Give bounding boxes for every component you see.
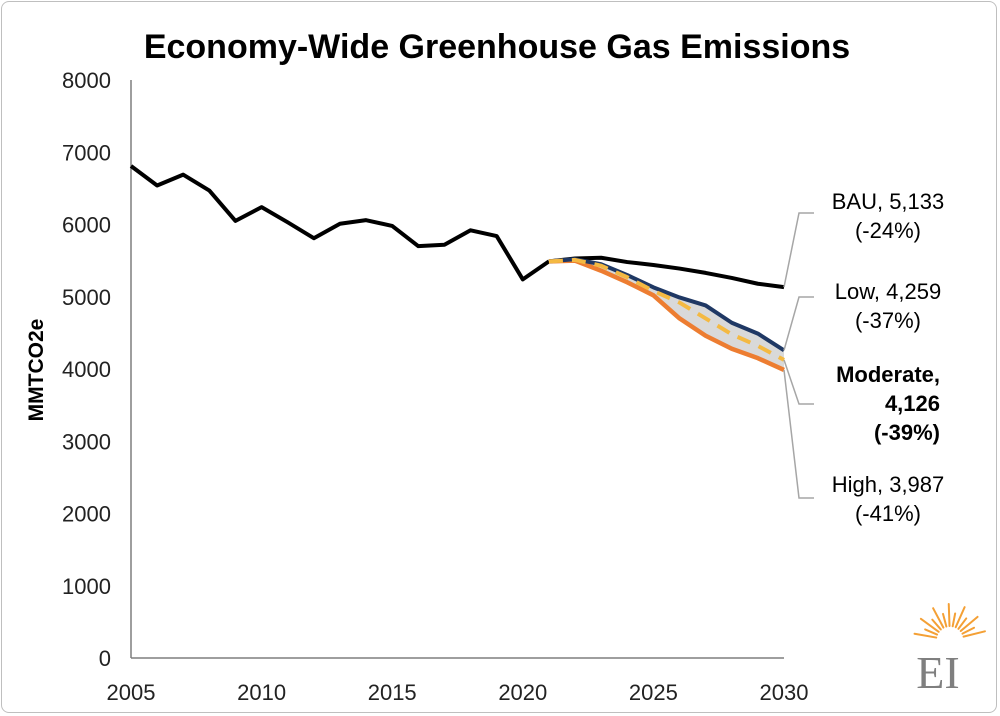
logo-ray <box>913 632 938 639</box>
moderate-annotation-line2: 4,126 <box>885 391 940 416</box>
high-leader-line <box>783 369 814 499</box>
moderate-leader-line <box>783 359 814 405</box>
logo-ray <box>959 615 979 633</box>
y-tick-labels: 0 1000 2000 3000 4000 5000 6000 7000 8000 <box>62 68 111 671</box>
logo-ray <box>931 618 942 631</box>
logo-ray <box>932 607 945 629</box>
moderate-annotation-line3: (-39%) <box>874 420 940 445</box>
y-tick-label: 1000 <box>62 574 111 599</box>
high-scenario-line <box>548 258 785 372</box>
x-tick-label: 2025 <box>629 680 678 705</box>
low-leader-line <box>783 296 814 351</box>
low-annotation-line2: (-37%) <box>855 308 921 333</box>
bau-scenario-line <box>548 255 785 290</box>
low-scenario-line <box>548 257 786 352</box>
logo-ray <box>947 603 951 628</box>
x-tick-labels: 2005 2010 2015 2020 2025 2030 <box>107 680 809 705</box>
x-tick-label: 2005 <box>107 680 156 705</box>
y-tick-label: 3000 <box>62 429 111 454</box>
historical-emissions-line <box>129 164 551 282</box>
low-annotation-line1: Low, 4,259 <box>835 279 941 304</box>
high-annotation-line2: (-41%) <box>855 501 921 526</box>
y-tick-label: 8000 <box>62 68 111 93</box>
logo-ray <box>957 617 968 630</box>
y-axis-label: MMTCO2e <box>25 319 48 422</box>
x-tick-label: 2020 <box>498 680 547 705</box>
bau-annotation-line1: BAU, 5,133 <box>832 189 945 214</box>
x-tick-label: 2010 <box>237 680 286 705</box>
logo-ray <box>954 606 966 629</box>
moderate-annotation-line1: Moderate, <box>836 362 940 387</box>
annotation-labels: BAU, 5,133 (-24%) Low, 4,259 (-37%) Moderate… <box>832 189 945 526</box>
logo-ray <box>951 612 957 628</box>
logo-ray <box>924 628 939 636</box>
logo-ray <box>942 612 948 628</box>
y-tick-label: 4000 <box>62 357 111 382</box>
series-lines <box>129 164 786 372</box>
chart-title: Economy-Wide Greenhouse Gas Emissions <box>144 28 850 66</box>
scenario-range-band <box>548 259 784 370</box>
y-tick-label: 5000 <box>62 285 111 310</box>
y-tick-label: 6000 <box>62 213 111 238</box>
bau-annotation-line2: (-24%) <box>855 218 921 243</box>
x-tick-label: 2015 <box>368 680 417 705</box>
high-annotation-line1: High, 3,987 <box>832 472 945 497</box>
y-tick-label: 0 <box>99 646 111 671</box>
y-tick-label: 2000 <box>62 502 111 527</box>
bau-leader-line <box>783 212 814 288</box>
ei-logo: EI <box>913 603 986 698</box>
logo-ray <box>962 630 986 638</box>
y-tick-label: 7000 <box>62 140 111 165</box>
logo-text: EI <box>916 647 959 698</box>
logo-ray <box>919 617 940 633</box>
moderate-scenario-line <box>548 257 785 362</box>
annotation-leader-lines <box>783 212 814 499</box>
logo-ray <box>961 626 976 635</box>
x-tick-label: 2030 <box>760 680 809 705</box>
